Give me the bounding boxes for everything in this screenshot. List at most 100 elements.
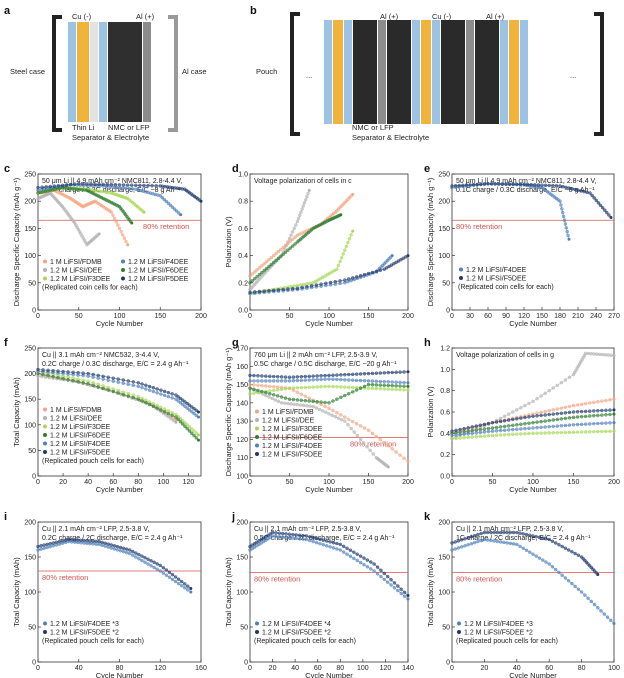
x-tick-label: 60 bbox=[109, 479, 117, 486]
data-point bbox=[608, 398, 612, 402]
data-point bbox=[374, 383, 379, 387]
data-point bbox=[358, 386, 363, 390]
data-point bbox=[292, 226, 296, 231]
data-point bbox=[270, 534, 275, 538]
data-point bbox=[167, 570, 172, 575]
data-point bbox=[470, 425, 474, 429]
data-point bbox=[482, 422, 487, 427]
data-point bbox=[343, 378, 347, 382]
data-point bbox=[490, 429, 495, 433]
data-point bbox=[544, 560, 548, 564]
data-point bbox=[122, 236, 127, 240]
data-point bbox=[339, 213, 343, 217]
data-point bbox=[523, 426, 527, 431]
data-point bbox=[56, 375, 60, 380]
data-point bbox=[561, 210, 565, 215]
data-point bbox=[66, 537, 71, 542]
x-tick-label: 50 bbox=[75, 313, 83, 320]
data-point bbox=[567, 375, 572, 380]
legend-marker bbox=[255, 630, 259, 634]
data-point bbox=[294, 223, 298, 227]
data-point bbox=[588, 409, 592, 413]
data-point bbox=[355, 434, 360, 438]
data-point bbox=[472, 533, 477, 538]
legend: 1.2 M LiFSI/F4DEE *4 1.2 M LiFSI/F5DEE *2… bbox=[254, 621, 356, 645]
legend-entry: 1.2 M LiFSI/F4DEE bbox=[50, 441, 111, 448]
data-point bbox=[253, 270, 257, 274]
data-point bbox=[406, 254, 410, 258]
data-point bbox=[187, 425, 192, 429]
data-point bbox=[283, 387, 288, 391]
data-point bbox=[189, 590, 193, 594]
data-point bbox=[287, 532, 292, 536]
data-point bbox=[262, 262, 266, 266]
retention-label: 80% retention bbox=[456, 574, 502, 583]
y-axis-label: Discharge Specific Capacity (mAh g⁻¹) bbox=[426, 177, 435, 306]
data-point bbox=[570, 550, 574, 554]
data-point bbox=[344, 244, 349, 249]
data-point bbox=[573, 584, 577, 589]
condition-note: 0.2C charge / 2C discharge, E/C = 2.4 g … bbox=[42, 535, 183, 542]
y-tick-label: 50 bbox=[28, 625, 36, 632]
data-point bbox=[579, 422, 584, 427]
data-point bbox=[522, 182, 526, 187]
data-point bbox=[485, 530, 490, 535]
data-point bbox=[476, 539, 480, 544]
pouch-layer-cu bbox=[421, 20, 431, 124]
data-point bbox=[176, 417, 180, 422]
data-point bbox=[406, 597, 410, 601]
data-point bbox=[323, 404, 327, 409]
pouch-label: Pouch bbox=[256, 67, 277, 76]
data-point bbox=[196, 410, 200, 414]
legend-marker bbox=[457, 630, 461, 634]
data-point bbox=[287, 397, 292, 401]
pouch-layer-sep bbox=[432, 20, 440, 124]
legend-marker bbox=[255, 452, 259, 456]
data-point bbox=[331, 399, 335, 403]
data-point bbox=[155, 567, 159, 571]
data-point bbox=[170, 572, 175, 577]
data-point bbox=[178, 396, 183, 401]
data-point bbox=[272, 388, 276, 393]
data-point bbox=[335, 541, 339, 546]
data-point bbox=[567, 237, 571, 241]
data-point bbox=[159, 388, 163, 392]
legend-entry: 1.2 M LiFSI/F5DEE bbox=[262, 452, 323, 459]
data-point bbox=[494, 420, 499, 424]
data-point bbox=[470, 435, 474, 439]
data-point bbox=[331, 541, 336, 545]
legend-entry: 1.2 M LiFSI/F4DEE bbox=[466, 267, 527, 274]
data-point bbox=[48, 542, 52, 546]
data-point bbox=[68, 182, 73, 187]
data-point bbox=[600, 421, 604, 426]
data-point bbox=[267, 257, 271, 262]
data-point bbox=[281, 531, 285, 536]
data-point bbox=[323, 373, 327, 378]
data-point bbox=[527, 426, 531, 431]
y-axis-label: Total Capacity (mAh) bbox=[426, 557, 435, 627]
data-point bbox=[328, 540, 332, 544]
data-point bbox=[500, 182, 505, 186]
data-point bbox=[164, 573, 169, 577]
x-tick-label: 100 bbox=[608, 665, 620, 672]
data-point bbox=[390, 447, 394, 451]
y-tick-label: 0.8 bbox=[238, 199, 248, 206]
data-point bbox=[303, 198, 308, 202]
data-point bbox=[291, 397, 296, 402]
data-point bbox=[318, 542, 322, 546]
data-point bbox=[44, 185, 48, 189]
data-point bbox=[131, 395, 135, 400]
legend-marker bbox=[255, 621, 259, 626]
data-point bbox=[76, 380, 80, 384]
data-point bbox=[534, 535, 538, 539]
data-point bbox=[525, 182, 530, 187]
legend-entry: 1.2 M LiFSI/F5DEE *2 bbox=[50, 630, 119, 637]
data-point bbox=[121, 381, 125, 386]
data-point bbox=[172, 207, 177, 211]
data-point bbox=[547, 431, 551, 435]
data-point bbox=[299, 375, 304, 379]
panel-label-c: c bbox=[4, 163, 10, 175]
data-point bbox=[539, 413, 543, 418]
data-point bbox=[595, 352, 599, 356]
y-tick-label: 140 bbox=[236, 400, 248, 407]
